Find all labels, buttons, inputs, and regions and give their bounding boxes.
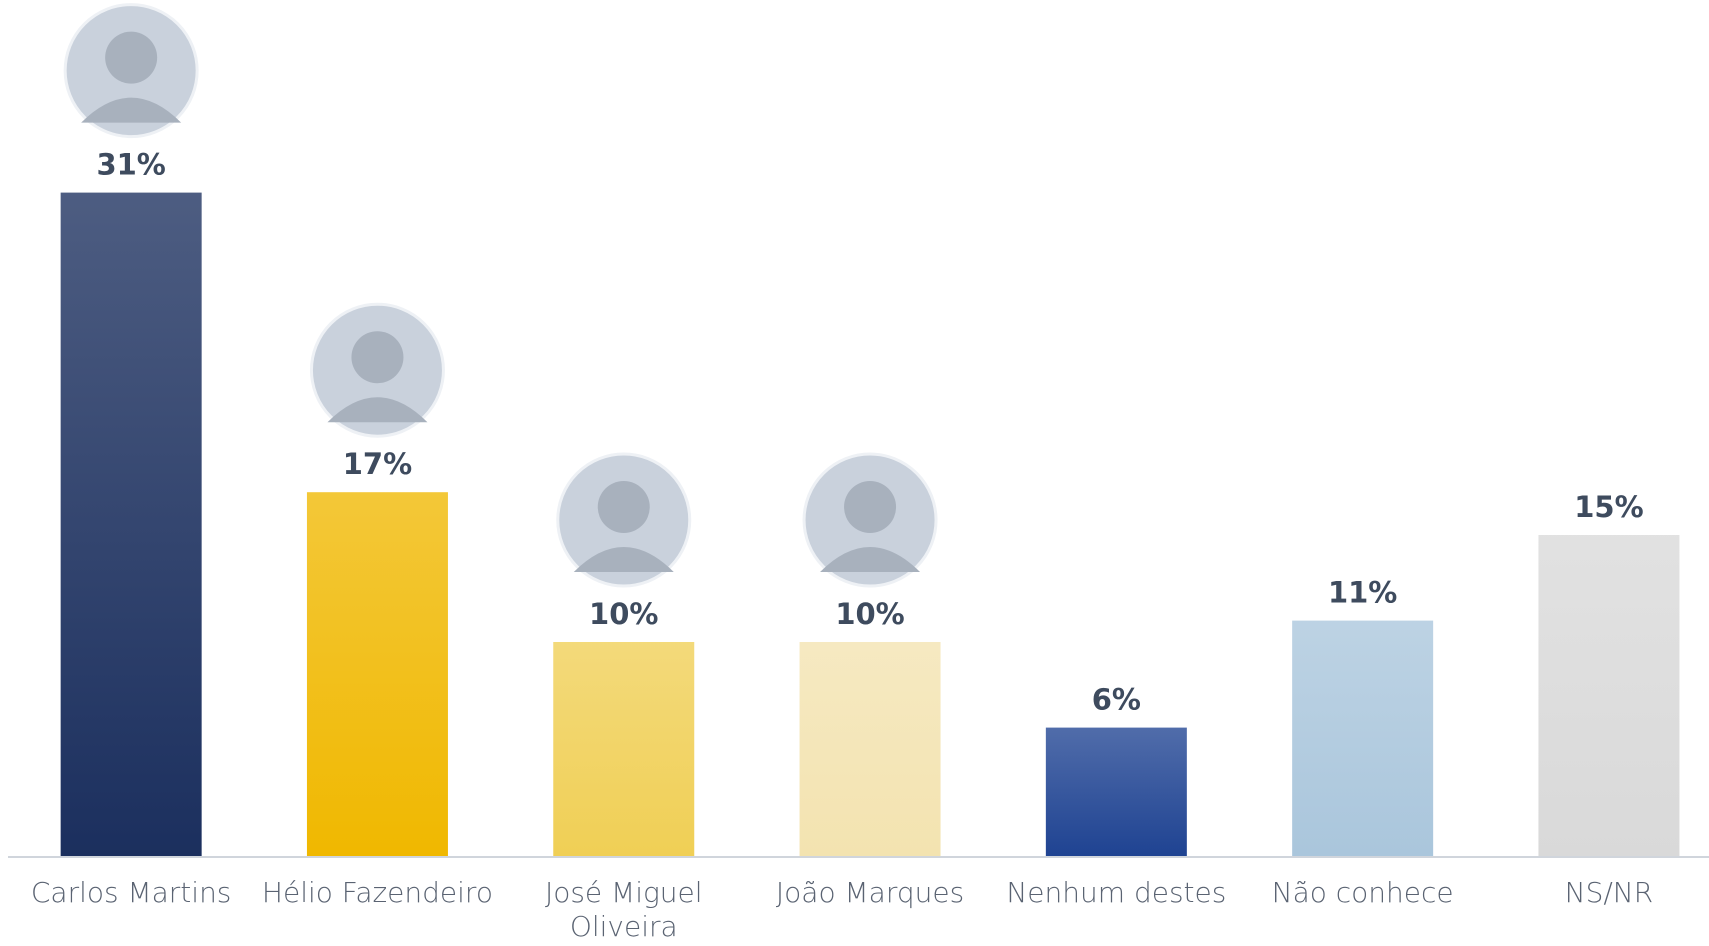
photo-shoulders xyxy=(820,547,921,572)
bar xyxy=(1538,535,1680,856)
x-tick-label: João Marques xyxy=(775,876,965,909)
bar xyxy=(1292,620,1434,856)
value-label: 10% xyxy=(589,597,658,631)
value-label: 10% xyxy=(835,597,904,631)
photo-shoulders xyxy=(81,97,182,123)
photo-head xyxy=(105,31,158,84)
x-tick-label: Carlos Martins xyxy=(30,876,232,909)
x-tick-label: NS/NR xyxy=(1564,876,1654,909)
photo-shoulders xyxy=(327,397,428,423)
value-label: 17% xyxy=(343,447,412,481)
x-tick-label: José Miguel Oliveira xyxy=(544,876,703,943)
x-tick-label: Nenhum destes xyxy=(1006,876,1227,909)
x-tick-label: Não conhece xyxy=(1271,876,1454,909)
x-tick-label: Hélio Fazendeiro xyxy=(261,876,493,909)
bar xyxy=(60,192,202,857)
value-label: 11% xyxy=(1328,576,1397,610)
bar xyxy=(553,642,695,856)
photo-head xyxy=(844,481,897,533)
bar xyxy=(799,642,941,856)
bar xyxy=(1045,727,1187,856)
value-label: 31% xyxy=(96,148,165,182)
value-label: 15% xyxy=(1574,490,1643,524)
bar xyxy=(306,492,448,856)
photo-head xyxy=(351,331,404,384)
photo-head xyxy=(597,481,650,533)
photo-shoulders xyxy=(573,547,674,572)
value-label: 6% xyxy=(1092,683,1141,717)
